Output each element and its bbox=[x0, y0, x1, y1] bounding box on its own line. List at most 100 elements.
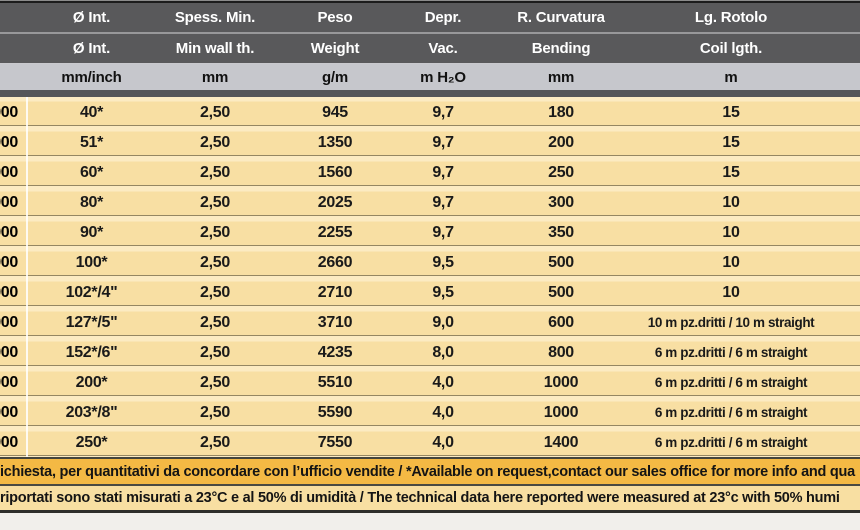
header-diameter-it: Ø Int. bbox=[72, 9, 111, 26]
header-code-it bbox=[0, 3, 28, 32]
cell-min-wall: 2,50 bbox=[200, 163, 230, 181]
cell-min-wall: 2,50 bbox=[200, 283, 230, 301]
cell-min-wall: 2,50 bbox=[200, 343, 230, 361]
cell-min-wall: 2,50 bbox=[200, 403, 230, 421]
table-row: 000 200* 2,50 5510 4,0 1000 6 m pz.dritt… bbox=[0, 367, 860, 397]
table-row: 000 90* 2,50 2255 9,7 350 10 bbox=[0, 217, 860, 247]
cell-filler bbox=[831, 367, 860, 397]
cell-bending-radius: 300 bbox=[548, 193, 574, 211]
cell-inner-diameter: 200* bbox=[75, 373, 108, 391]
table-row: 000 152*/6" 2,50 4235 8,0 800 6 m pz.dri… bbox=[0, 337, 860, 367]
cell-vacuum: 4,0 bbox=[432, 403, 454, 421]
cell-filler bbox=[831, 247, 860, 277]
cell-article-code: 000 bbox=[0, 157, 28, 187]
cell-coil-length: 15 bbox=[722, 163, 740, 181]
table-top-border bbox=[0, 1, 860, 3]
header-separator bbox=[0, 32, 860, 34]
cell-vacuum: 9,5 bbox=[432, 253, 454, 271]
cell-vacuum: 9,0 bbox=[432, 313, 454, 331]
header-filler-it bbox=[831, 3, 860, 32]
table-row: 000 40* 2,50 945 9,7 180 15 bbox=[0, 97, 860, 127]
table-row: 000 60* 2,50 1560 9,7 250 15 bbox=[0, 157, 860, 187]
cell-article-code: 000 bbox=[0, 397, 28, 427]
header-coil-it: Lg. Rotolo bbox=[694, 9, 768, 26]
footnote-top-border bbox=[0, 457, 860, 459]
cell-weight: 2255 bbox=[317, 223, 353, 241]
table-row: 000 80* 2,50 2025 9,7 300 10 bbox=[0, 187, 860, 217]
header-filler-en bbox=[831, 34, 860, 63]
cell-filler bbox=[831, 277, 860, 307]
cell-inner-diameter: 90* bbox=[79, 223, 104, 241]
header-weight-it: Peso bbox=[317, 9, 353, 26]
cell-article-code: 000 bbox=[0, 367, 28, 397]
cell-bending-radius: 1000 bbox=[543, 403, 579, 421]
cell-filler bbox=[831, 337, 860, 367]
cell-coil-length: 10 bbox=[722, 253, 740, 271]
cell-inner-diameter: 127*/5" bbox=[65, 313, 118, 331]
cell-article-code: 000 bbox=[0, 337, 28, 367]
cell-article-code: 000 bbox=[0, 217, 28, 247]
cell-bending-radius: 350 bbox=[548, 223, 574, 241]
cell-weight: 2025 bbox=[317, 193, 353, 211]
table-row: 000 102*/4" 2,50 2710 9,5 500 10 bbox=[0, 277, 860, 307]
cell-article-code: 000 bbox=[0, 427, 28, 457]
table-row: 000 250* 2,50 7550 4,0 1400 6 m pz.dritt… bbox=[0, 427, 860, 457]
cell-vacuum: 4,0 bbox=[432, 433, 454, 451]
cell-inner-diameter: 60* bbox=[79, 163, 104, 181]
cell-bending-radius: 800 bbox=[548, 343, 574, 361]
unit-diameter: mm/inch bbox=[61, 68, 122, 86]
unit-code bbox=[0, 64, 28, 90]
header-row-english: Ø Int. Min wall th. Weight Vac. Bending … bbox=[0, 34, 860, 63]
cell-article-code: 000 bbox=[0, 127, 28, 157]
table-row: 000 127*/5" 2,50 3710 9,0 600 10 m pz.dr… bbox=[0, 307, 860, 337]
cell-coil-length: 6 m pz.dritti / 6 m straight bbox=[654, 435, 808, 450]
cell-inner-diameter: 152*/6" bbox=[65, 343, 118, 361]
unit-bending: mm bbox=[547, 68, 575, 86]
cell-article-code: 000 bbox=[0, 97, 28, 127]
footnote-availability: ichiesta, per quantitativi da concordare… bbox=[0, 459, 860, 484]
cell-weight: 1560 bbox=[317, 163, 353, 181]
cell-coil-length: 10 bbox=[722, 283, 740, 301]
spec-table: Ø Int. Spess. Min. Peso Depr. R. Curvatu… bbox=[0, 0, 860, 513]
header-code-en bbox=[0, 34, 28, 63]
cell-min-wall: 2,50 bbox=[200, 193, 230, 211]
header-wall-en: Min wall th. bbox=[175, 40, 255, 57]
cell-inner-diameter: 203*/8" bbox=[65, 403, 118, 421]
cell-bending-radius: 1400 bbox=[543, 433, 579, 451]
cell-filler bbox=[831, 97, 860, 127]
cell-vacuum: 9,7 bbox=[432, 163, 454, 181]
header-vac-en: Vac. bbox=[428, 40, 458, 57]
unit-filler bbox=[831, 64, 860, 90]
cell-inner-diameter: 40* bbox=[79, 103, 104, 121]
table-row: 000 203*/8" 2,50 5590 4,0 1000 6 m pz.dr… bbox=[0, 397, 860, 427]
cell-vacuum: 9,7 bbox=[432, 133, 454, 151]
table-row: 000 51* 2,50 1350 9,7 200 15 bbox=[0, 127, 860, 157]
cell-weight: 1350 bbox=[317, 133, 353, 151]
cell-filler bbox=[831, 427, 860, 457]
cell-filler bbox=[831, 217, 860, 247]
cell-filler bbox=[831, 397, 860, 427]
cell-coil-length: 15 bbox=[722, 133, 740, 151]
cell-article-code: 000 bbox=[0, 277, 28, 307]
cell-bending-radius: 500 bbox=[548, 253, 574, 271]
cell-vacuum: 9,7 bbox=[432, 193, 454, 211]
cell-bending-radius: 1000 bbox=[543, 373, 579, 391]
cell-bending-radius: 250 bbox=[548, 163, 574, 181]
header-wall-it: Spess. Min. bbox=[174, 9, 256, 26]
unit-coil: m bbox=[724, 68, 738, 86]
cell-bending-radius: 600 bbox=[548, 313, 574, 331]
cell-article-code: 000 bbox=[0, 187, 28, 217]
cell-inner-diameter: 100* bbox=[75, 253, 108, 271]
cell-inner-diameter: 51* bbox=[79, 133, 104, 151]
cell-coil-length: 6 m pz.dritti / 6 m straight bbox=[654, 345, 808, 360]
table-row: 000 100* 2,50 2660 9,5 500 10 bbox=[0, 247, 860, 277]
units-row: mm/inch mm g/m m H₂O mm m bbox=[0, 64, 860, 90]
cell-vacuum: 4,0 bbox=[432, 373, 454, 391]
unit-vac: m H₂O bbox=[420, 68, 466, 86]
unit-weight: g/m bbox=[321, 68, 349, 86]
cell-coil-length: 6 m pz.dritti / 6 m straight bbox=[654, 375, 808, 390]
cell-coil-length: 6 m pz.dritti / 6 m straight bbox=[654, 405, 808, 420]
cell-filler bbox=[831, 157, 860, 187]
cell-bending-radius: 180 bbox=[548, 103, 574, 121]
